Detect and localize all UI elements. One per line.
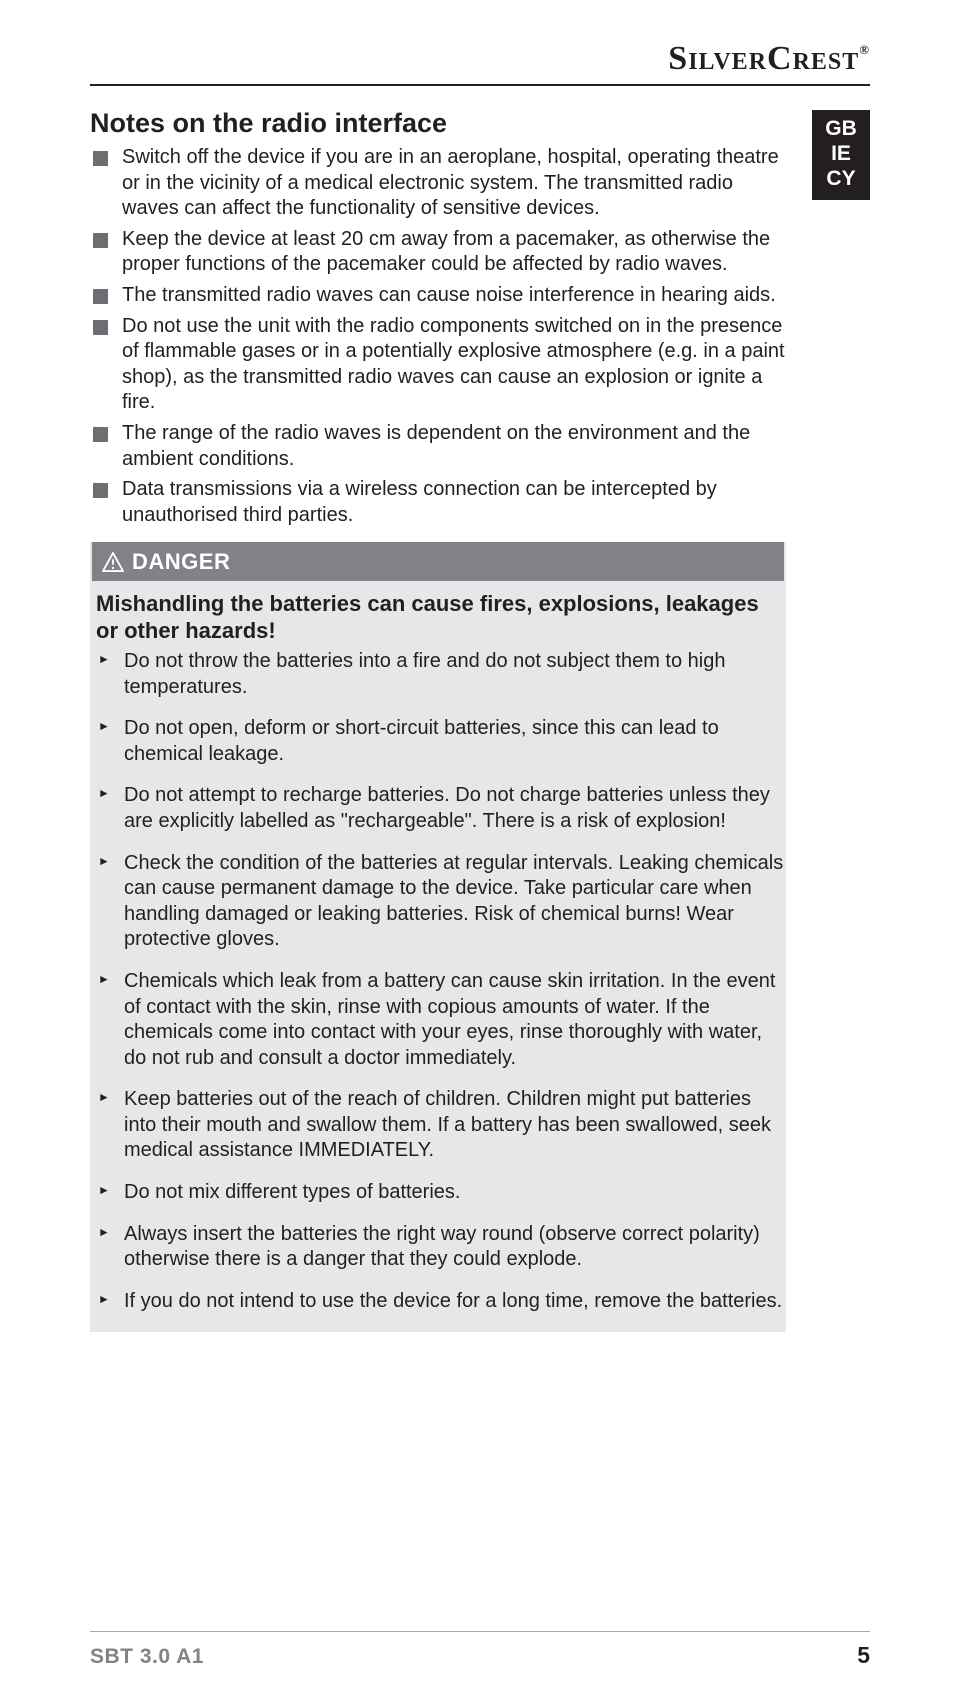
page: SilverCrest® Notes on the radio interfac… bbox=[0, 0, 960, 1332]
list-item: Always insert the batteries the right wa… bbox=[92, 1222, 784, 1273]
list-item: The transmitted radio waves can cause no… bbox=[90, 283, 786, 309]
lang-code: CY bbox=[812, 166, 870, 191]
list-item: Do not mix different types of batteries. bbox=[92, 1180, 784, 1206]
main-column: Notes on the radio interface Switch off … bbox=[90, 108, 812, 1332]
lang-code: IE bbox=[812, 141, 870, 166]
list-item: Keep the device at least 20 cm away from… bbox=[90, 227, 786, 278]
danger-heading: Mishandling the batteries can cause fire… bbox=[92, 591, 784, 649]
danger-section: DANGER Mishandling the batteries can cau… bbox=[90, 542, 786, 1332]
page-number: 5 bbox=[857, 1642, 870, 1669]
list-item: If you do not intend to use the device f… bbox=[92, 1289, 784, 1315]
language-tab: GB IE CY bbox=[812, 110, 870, 200]
section-title: Notes on the radio interface bbox=[90, 108, 786, 139]
list-item: Do not use the unit with the radio compo… bbox=[90, 314, 786, 416]
list-item: Do not open, deform or short-circuit bat… bbox=[92, 716, 784, 767]
warning-icon bbox=[102, 552, 124, 572]
brand-header: SilverCrest® bbox=[90, 40, 870, 86]
danger-list: Do not throw the batteries into a fire a… bbox=[92, 649, 784, 1314]
list-item: Do not attempt to recharge batteries. Do… bbox=[92, 783, 784, 834]
list-item: The range of the radio waves is dependen… bbox=[90, 421, 786, 472]
notes-list: Switch off the device if you are in an a… bbox=[90, 145, 786, 528]
brand-name: SilverCrest bbox=[668, 40, 859, 77]
danger-label: DANGER bbox=[132, 549, 230, 575]
list-item: Check the condition of the batteries at … bbox=[92, 851, 784, 953]
page-footer: SBT 3.0 A1 5 bbox=[90, 1631, 870, 1669]
list-item: Switch off the device if you are in an a… bbox=[90, 145, 786, 222]
content-row: Notes on the radio interface Switch off … bbox=[90, 108, 870, 1332]
lang-code: GB bbox=[812, 116, 870, 141]
list-item: Data transmissions via a wireless connec… bbox=[90, 477, 786, 528]
registered-mark: ® bbox=[859, 42, 870, 57]
list-item: Keep batteries out of the reach of child… bbox=[92, 1087, 784, 1164]
danger-bar: DANGER bbox=[92, 542, 784, 581]
list-item: Chemicals which leak from a battery can … bbox=[92, 969, 784, 1071]
model-number: SBT 3.0 A1 bbox=[90, 1645, 204, 1669]
list-item: Do not throw the batteries into a fire a… bbox=[92, 649, 784, 700]
brand-logo: SilverCrest® bbox=[668, 40, 870, 78]
